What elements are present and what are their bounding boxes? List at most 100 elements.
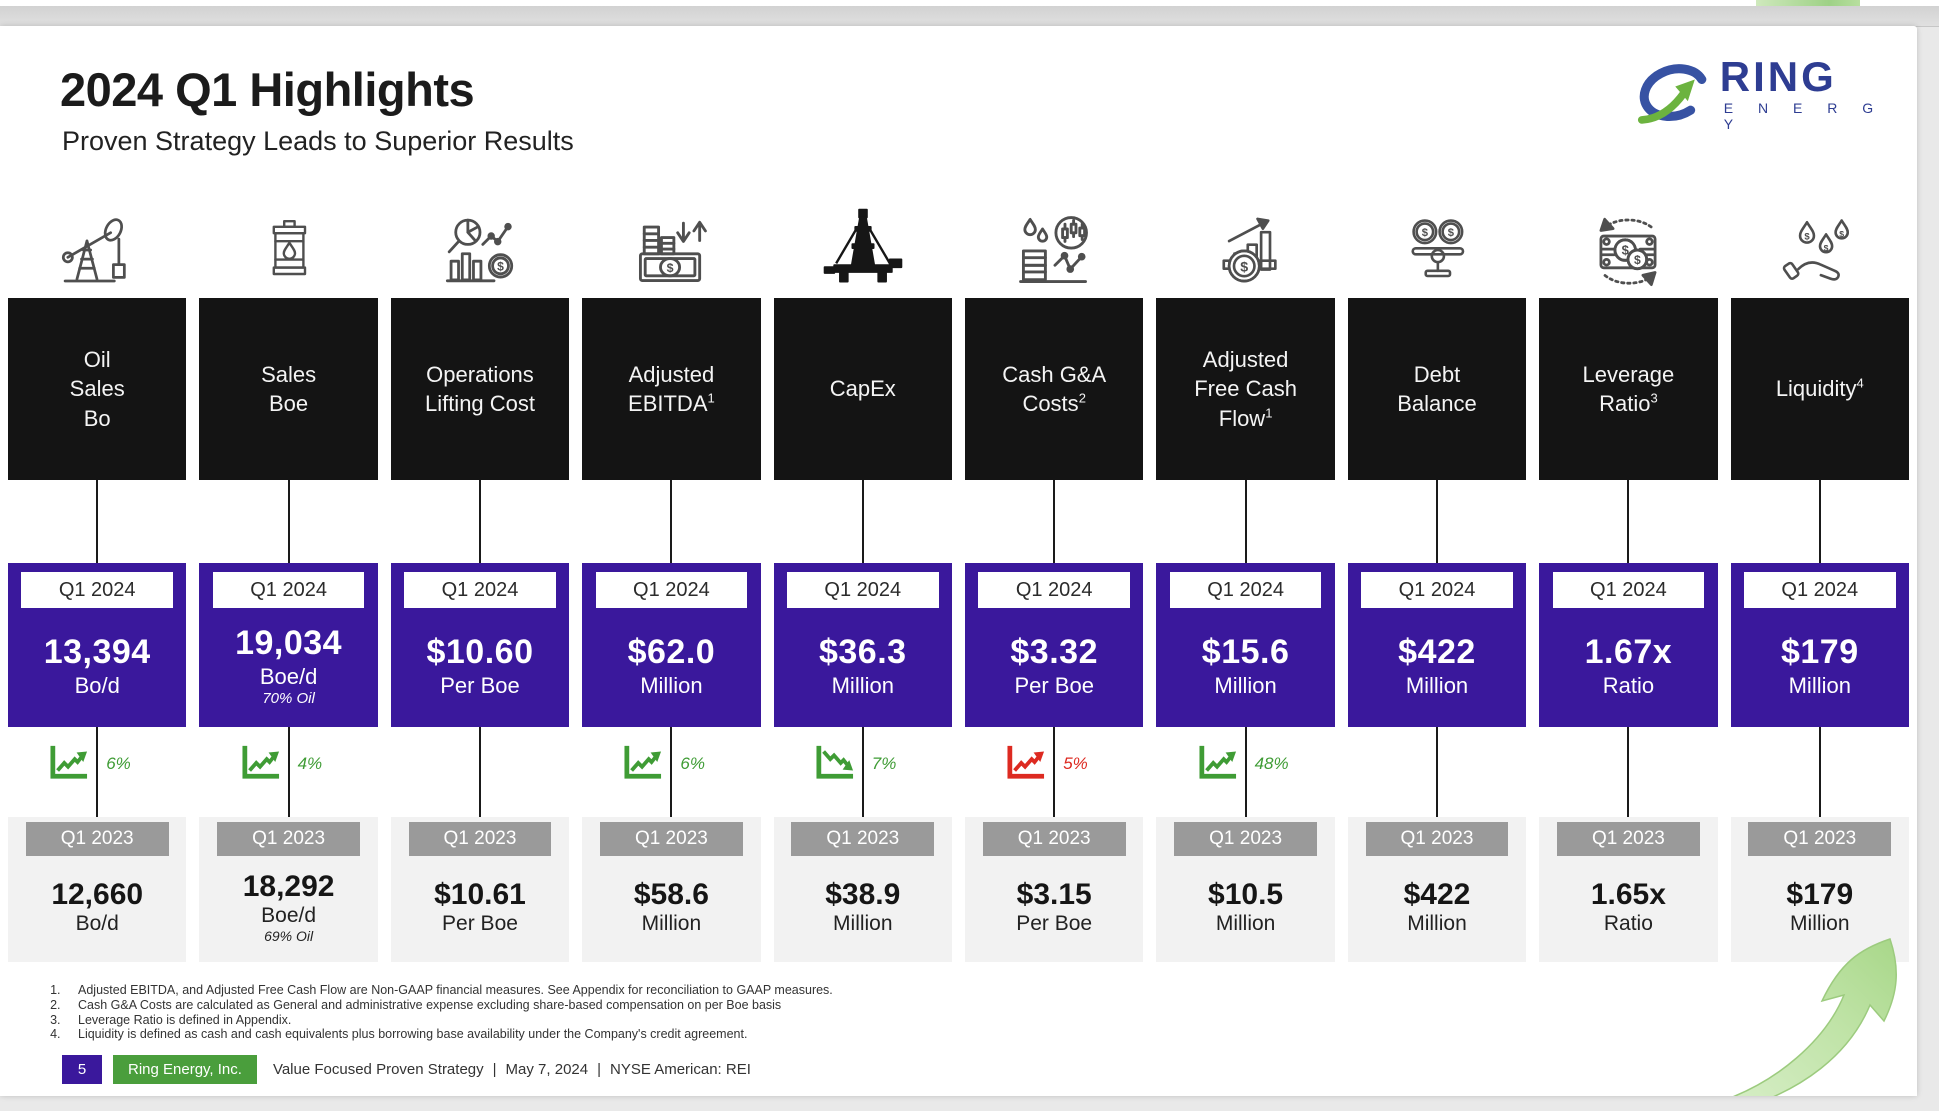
prior-quarter-box: Q1 2023 $10.5 Million (1156, 817, 1335, 962)
footer-text: Value Focused Proven Strategy | May 7, 2… (273, 1061, 751, 1078)
prior-quarter-label: Q1 2023 (1365, 822, 1509, 856)
current-unit: Million (831, 672, 894, 698)
cost-analysis-icon: $ (438, 210, 522, 290)
drilling-rig-icon (817, 206, 909, 290)
page-subtitle: Proven Strategy Leads to Superior Result… (62, 126, 574, 156)
change-percent: 4% (297, 754, 323, 773)
change-indicator-zone (391, 727, 569, 817)
oil-market-icon (1011, 210, 1097, 290)
prior-value: 18,292 (242, 870, 335, 903)
prior-quarter-label: Q1 2023 (1557, 822, 1700, 856)
current-unit: Ratio (1602, 672, 1655, 698)
current-quarter-label: Q1 2024 (404, 572, 556, 608)
metric-title: Cash G&A Costs2 (1002, 361, 1107, 416)
prior-unit: Boe/d (261, 904, 317, 927)
current-quarter-box: Q1 2024 19,034 Boe/d 70% Oil (199, 563, 378, 727)
metric-column: $ $ Debt Balance Q1 2024 $422 Million Q1 … (1347, 168, 1527, 962)
balance-scale-icon: $ $ (1398, 210, 1476, 290)
current-value: 19,034 (235, 624, 343, 662)
footnote-item: Cash G&A Costs are calculated as General… (64, 998, 833, 1013)
current-quarter-label: Q1 2024 (786, 572, 939, 608)
metric-title-box: Oil Sales Bo (8, 298, 187, 480)
connector-line (8, 480, 186, 563)
metric-column: $ Adjusted EBITDA1 Q1 2024 $62.0 Million … (582, 168, 761, 962)
current-value: $36.3 (818, 632, 907, 671)
metric-title-box: Cash G&A Costs2 (964, 298, 1144, 480)
current-unit: Bo/d (74, 672, 120, 698)
metric-title: Debt Balance (1397, 361, 1477, 416)
connector-line (1731, 480, 1909, 563)
current-quarter-box: Q1 2024 1.67x Ratio (1539, 563, 1718, 727)
current-quarter-box: Q1 2024 $62.0 Million (582, 563, 761, 727)
change-indicator-zone: 48% (1156, 727, 1334, 817)
slide: 2024 Q1 Highlights Proven Strategy Leads… (0, 26, 1917, 1096)
metric-title-box: Debt Balance (1347, 298, 1527, 480)
trend-icon (48, 743, 90, 781)
trend-icon (1005, 743, 1047, 781)
footer-separator: | (597, 1060, 602, 1078)
connector-line (1435, 727, 1438, 817)
metric-title-box: Adjusted Free Cash Flow1 (1156, 298, 1335, 480)
connector-line (1348, 480, 1526, 563)
slide-footer: 5 Ring Energy, Inc. Value Focused Proven… (62, 1054, 751, 1084)
change-percent: 5% (1063, 754, 1088, 773)
prior-value: $10.5 (1208, 878, 1284, 911)
metric-column: Sales Boe Q1 2024 19,034 Boe/d 70% Oil 4%… (199, 168, 378, 962)
metric-column: $ $ $ Liquidity4 Q1 2024 $179 Million Q1… (1730, 168, 1909, 962)
footnote-item: Adjusted EBITDA, and Adjusted Free Cash … (64, 983, 833, 998)
trend-icon (1197, 743, 1239, 781)
change-indicator-zone: 6% (8, 727, 186, 817)
connector-line (670, 727, 673, 817)
prior-quarter-box: Q1 2023 $10.61 Per Boe (390, 817, 570, 962)
change-indicator-zone: 5% (965, 727, 1143, 817)
current-quarter-label: Q1 2024 (1361, 572, 1513, 608)
decorative-growth-arrow (1732, 938, 1897, 1096)
footer-separator: | (492, 1060, 497, 1078)
prior-unit: Million (1407, 912, 1467, 935)
company-name-badge: Ring Energy, Inc. (113, 1054, 257, 1084)
connector-line (199, 480, 377, 563)
current-quarter-box: Q1 2024 $3.32 Per Boe (964, 563, 1144, 727)
metric-column: $ $ Leverage Ratio3 Q1 2024 1.67x Ratio Q… (1539, 168, 1718, 962)
svg-text:$: $ (1622, 243, 1630, 258)
current-value: $3.32 (1010, 632, 1098, 671)
prior-quarter-label: Q1 2023 (25, 822, 169, 856)
change-percent: 6% (106, 754, 131, 773)
prior-quarter-box: Q1 2023 $58.6 Million (582, 817, 761, 962)
svg-text:$: $ (1804, 232, 1810, 243)
metric-title: Adjusted EBITDA1 (628, 361, 715, 416)
prior-unit: Million (641, 912, 702, 935)
current-quarter-label: Q1 2024 (1552, 572, 1705, 608)
trend-icon (240, 743, 282, 781)
metric-title-box: Adjusted EBITDA1 (582, 298, 761, 480)
connector-line (582, 480, 760, 563)
metric-column: CapEx Q1 2024 $36.3 Million 7% Q1 2023 $… (773, 168, 952, 962)
prior-quarter-box: Q1 2023 $422 Million (1347, 817, 1527, 962)
trend-icon (622, 743, 664, 781)
svg-text:$: $ (1839, 229, 1844, 239)
current-quarter-box: Q1 2024 $15.6 Million (1156, 563, 1335, 727)
svg-text:$: $ (667, 261, 674, 275)
metric-title-box: Operations Lifting Cost (390, 298, 570, 480)
change-indicator-zone: 6% (582, 727, 760, 817)
current-value: $62.0 (627, 632, 716, 671)
viewer-gray-band (0, 6, 1939, 27)
current-quarter-label: Q1 2024 (21, 572, 173, 608)
current-quarter-label: Q1 2024 (212, 572, 365, 608)
footnotes-list: Adjusted EBITDA, and Adjusted Free Cash … (42, 983, 833, 1042)
logo-swoosh-icon (1637, 64, 1707, 124)
current-quarter-label: Q1 2024 (1169, 572, 1322, 608)
current-unit: Million (1788, 672, 1851, 698)
prior-quarter-box: Q1 2023 $3.15 Per Boe (964, 817, 1144, 962)
prior-quarter-label: Q1 2023 (1748, 822, 1892, 856)
change-percent: 6% (680, 754, 705, 773)
metric-column: $ Operations Lifting Cost Q1 2024 $10.60 … (390, 168, 570, 962)
prior-quarter-label: Q1 2023 (600, 822, 743, 856)
prior-quarter-label: Q1 2023 (982, 822, 1126, 856)
change-indicator-zone: 4% (199, 727, 377, 817)
current-value: 1.67x (1584, 632, 1673, 671)
connector-line (478, 727, 481, 817)
change-indicator-zone (1539, 727, 1717, 817)
metric-title: Oil Sales Bo (69, 347, 125, 431)
